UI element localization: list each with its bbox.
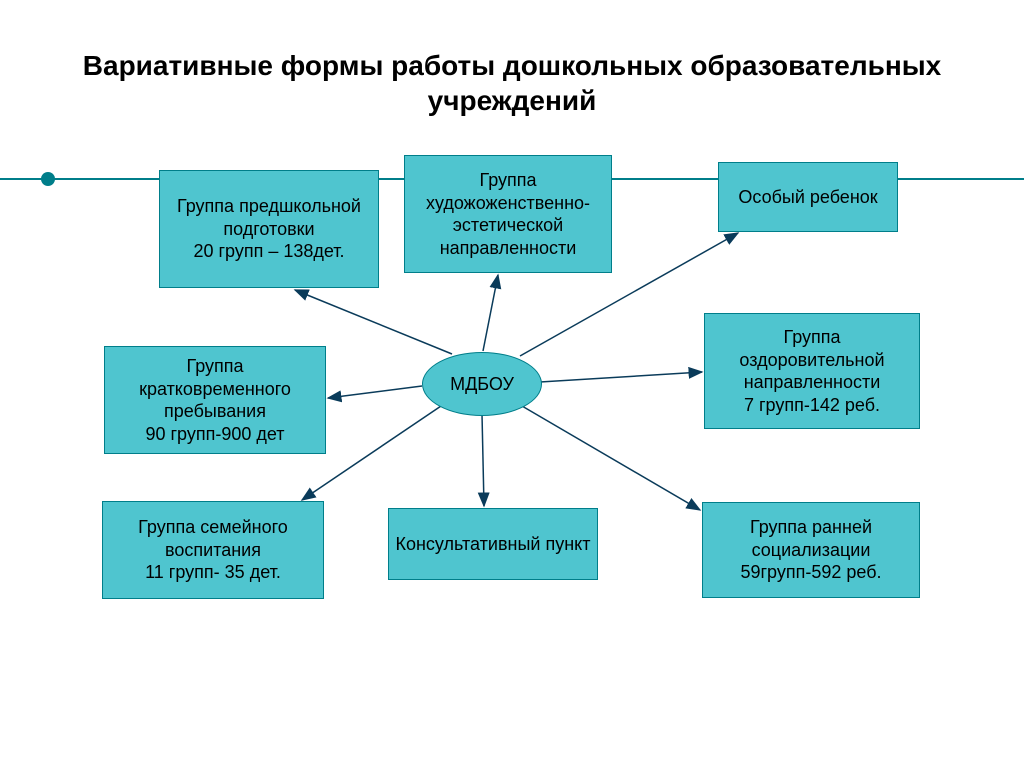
diagram-node: Группа предшкольной подготовки 20 групп … [159, 170, 379, 288]
node-label: Группа оздоровительной направленности 7 … [711, 326, 913, 416]
diagram-node: Группа кратковременного пребывания 90 гр… [104, 346, 326, 454]
diagram-node: Группа оздоровительной направленности 7 … [704, 313, 920, 429]
node-label: Группа семейного воспитания 11 групп- 35… [109, 516, 317, 584]
diagram-node: Особый ребенок [718, 162, 898, 232]
divider-bullet [41, 172, 55, 186]
center-label: МДБОУ [450, 374, 514, 395]
node-label: Особый ребенок [738, 186, 877, 209]
node-label: Группа предшкольной подготовки 20 групп … [166, 195, 372, 263]
slide-title: Вариативные формы работы дошкольных обра… [0, 48, 1024, 118]
slide: Вариативные формы работы дошкольных обра… [0, 0, 1024, 768]
node-label: Группа ранней социализации 59групп-592 р… [709, 516, 913, 584]
node-label: Группа художоженственно-эстетической нап… [411, 169, 605, 259]
center-node: МДБОУ [422, 352, 542, 416]
node-label: Консультативный пункт [396, 533, 591, 556]
node-label: Группа кратковременного пребывания 90 гр… [111, 355, 319, 445]
diagram-node: Группа художоженственно-эстетической нап… [404, 155, 612, 273]
diagram-node: Группа ранней социализации 59групп-592 р… [702, 502, 920, 598]
diagram-node: Консультативный пункт [388, 508, 598, 580]
diagram-node: Группа семейного воспитания 11 групп- 35… [102, 501, 324, 599]
